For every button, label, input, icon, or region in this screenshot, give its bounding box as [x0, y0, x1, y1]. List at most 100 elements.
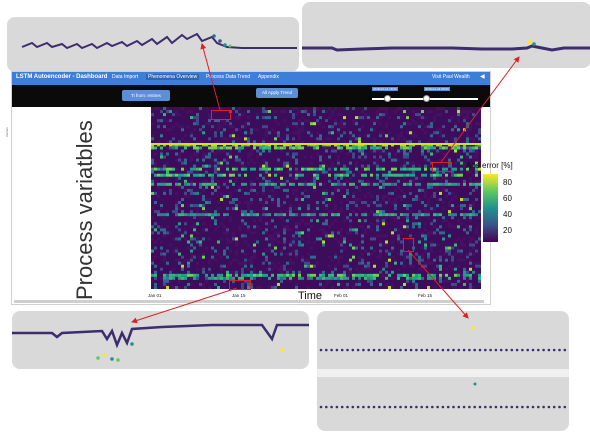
- heatmap-cell: [361, 179, 364, 183]
- heatmap-cell: [376, 198, 379, 202]
- heatmap-cell: [184, 179, 187, 183]
- heatmap-cell: [412, 161, 415, 165]
- heatmap-cell: [370, 243, 373, 247]
- heatmap-cell: [460, 167, 463, 171]
- heatmap-cell: [409, 210, 412, 214]
- heatmap-cell: [454, 246, 457, 250]
- heatmap-cell: [241, 188, 244, 192]
- heatmap-cell: [337, 155, 340, 159]
- nav-process-data-trend[interactable]: Process Data Trend: [206, 74, 251, 80]
- heatmap-cell: [472, 270, 475, 274]
- heatmap-cell: [169, 188, 172, 192]
- heatmap-cell: [466, 198, 469, 202]
- heatmap-cell: [289, 273, 292, 277]
- heatmap-cell: [325, 173, 328, 177]
- heatmap-cell: [406, 146, 409, 150]
- heatmap-cell: [442, 207, 445, 211]
- heatmap-cell: [463, 279, 466, 283]
- heatmap-cell: [310, 164, 313, 168]
- heatmap-cell: [472, 279, 475, 283]
- heatmap-cell: [187, 210, 190, 214]
- heatmap-cell: [244, 285, 247, 289]
- heatmap-cell: [379, 149, 382, 153]
- heatmap-cell: [262, 258, 265, 262]
- heatmap-cell: [310, 222, 313, 226]
- heatmap-cell: [229, 146, 232, 150]
- heatmap-cell: [460, 282, 463, 286]
- heatmap-cell: [328, 179, 331, 183]
- heatmap-cell: [442, 146, 445, 150]
- heatmap-cell: [373, 249, 376, 253]
- heatmap-cell: [289, 125, 292, 129]
- heatmap-cell: [208, 191, 211, 195]
- heatmap-cell: [313, 119, 316, 123]
- heatmap-cell: [382, 198, 385, 202]
- horizontal-scrollbar[interactable]: [14, 300, 484, 303]
- heatmap-cell: [259, 285, 262, 289]
- trace-dot: [335, 405, 339, 409]
- heatmap-cell: [202, 237, 205, 241]
- heatmap-cell: [331, 194, 334, 198]
- heatmap-cell: [364, 167, 367, 171]
- heatmap-cell: [421, 164, 424, 168]
- heatmap-cell: [379, 219, 382, 223]
- heatmap-cell: [370, 119, 373, 123]
- heatmap-cell: [436, 243, 439, 247]
- heatmap-cell: [334, 176, 337, 180]
- heatmap-cell: [412, 167, 415, 171]
- heatmap-cell: [406, 131, 409, 135]
- heatmap-cell: [352, 182, 355, 186]
- heatmap-cell: [322, 155, 325, 159]
- heatmap-cell: [352, 122, 355, 126]
- heatmap-cell: [289, 164, 292, 168]
- heatmap-cell: [154, 210, 157, 214]
- heatmap-cell: [160, 249, 163, 253]
- heatmap-cell: [460, 113, 463, 117]
- heatmap-cell: [196, 158, 199, 162]
- heatmap-cell: [154, 158, 157, 162]
- trace-dot: [552, 405, 556, 409]
- heatmap-cell: [460, 155, 463, 159]
- heatmap-cell: [268, 222, 271, 226]
- heatmap-cell: [442, 176, 445, 180]
- heatmap-cell: [157, 255, 160, 259]
- heatmap-cell: [292, 273, 295, 277]
- visit-link[interactable]: Visit Paul Wealth: [432, 74, 470, 80]
- github-icon[interactable]: ◀: [480, 74, 485, 80]
- heatmap-cell: [343, 131, 346, 135]
- heatmap-cell: [196, 146, 199, 150]
- heatmap-cell: [406, 122, 409, 126]
- apply-trend-button[interactable]: All Apply Trend: [256, 88, 298, 98]
- heatmap-cell: [271, 249, 274, 253]
- heatmap-cell: [325, 246, 328, 250]
- heatmap-cell: [424, 240, 427, 244]
- slider-handle-start[interactable]: [384, 95, 391, 102]
- heatmap-cell: [229, 179, 232, 183]
- heatmap-cell: [220, 167, 223, 171]
- heatmap-cell: [307, 240, 310, 244]
- slider-handle-end[interactable]: [423, 95, 430, 102]
- trace-dot: [531, 348, 535, 352]
- heatmap[interactable]: [151, 107, 481, 289]
- heatmap-cell: [475, 276, 478, 280]
- heatmap-cell: [223, 264, 226, 268]
- filter-dropdown[interactable]: Ti from: entries: [122, 90, 170, 101]
- heatmap-cell: [214, 207, 217, 211]
- heatmap-cell: [211, 176, 214, 180]
- nav-data-import[interactable]: Data Import: [112, 74, 139, 80]
- heatmap-cell: [424, 207, 427, 211]
- heatmap-cell: [220, 204, 223, 208]
- heatmap-cell: [211, 149, 214, 153]
- heatmap-cell: [283, 170, 286, 174]
- heatmap-cell: [238, 107, 241, 111]
- heatmap-cell: [340, 276, 343, 280]
- nav-phenomena-overview[interactable]: Phenomena Overview: [146, 74, 200, 80]
- heatmap-cell: [319, 134, 322, 138]
- nav-appendix[interactable]: Appendix: [258, 74, 279, 80]
- heatmap-cell: [454, 213, 457, 217]
- heatmap-cell: [172, 213, 175, 217]
- heatmap-cell: [205, 246, 208, 250]
- heatmap-cell: [250, 276, 253, 280]
- heatmap-cell: [376, 204, 379, 208]
- heatmap-cell: [319, 155, 322, 159]
